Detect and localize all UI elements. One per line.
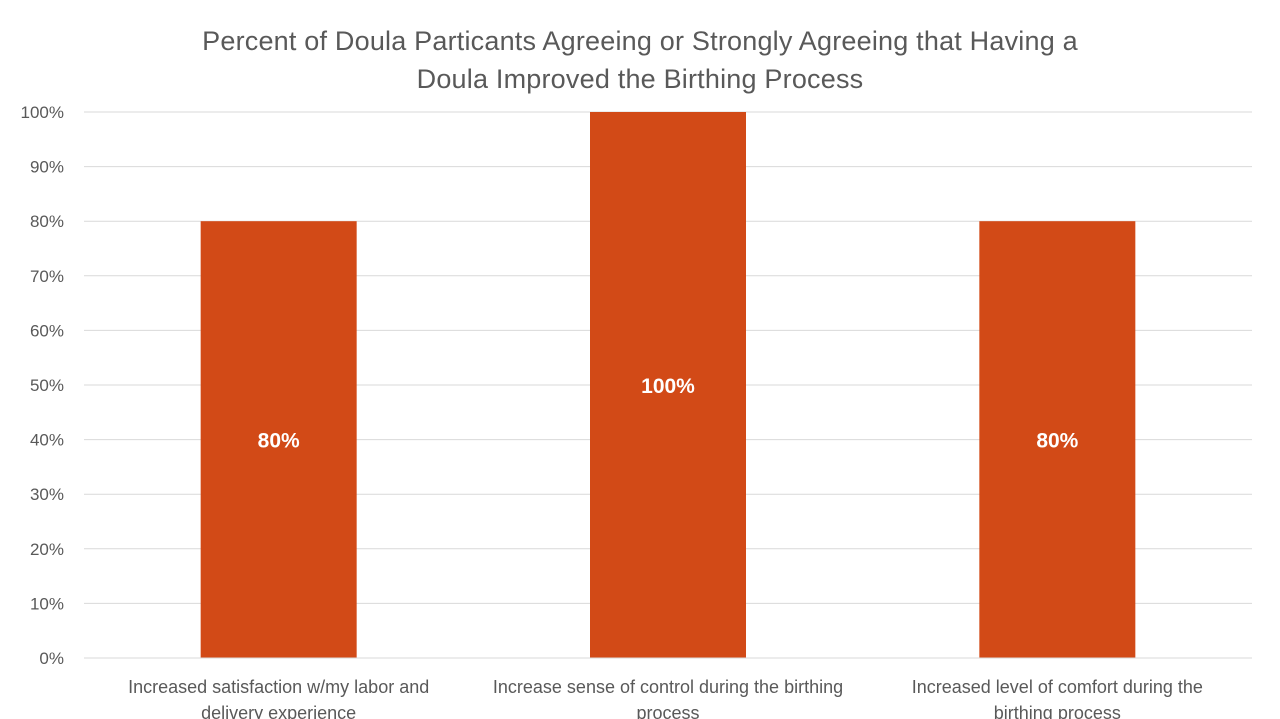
data-label: 80% xyxy=(258,430,300,453)
x-category-label: Increased satisfaction w/my labor and xyxy=(128,677,429,697)
data-label: 100% xyxy=(641,375,695,398)
bar xyxy=(590,112,746,658)
y-tick-label: 10% xyxy=(30,594,64,613)
data-label: 80% xyxy=(1036,430,1078,453)
x-category-label: delivery experience xyxy=(201,703,356,719)
y-tick-label: 80% xyxy=(30,212,64,231)
bar xyxy=(200,221,357,658)
x-category-label: birthing process xyxy=(994,703,1121,719)
x-category-label: process xyxy=(636,703,699,719)
y-tick-label: 30% xyxy=(30,485,64,504)
bar xyxy=(979,221,1136,658)
chart-title-line-2: Doula Improved the Birthing Process xyxy=(416,64,864,94)
y-tick-label: 90% xyxy=(30,158,64,177)
y-tick-label: 0% xyxy=(39,649,64,668)
y-tick-label: 60% xyxy=(30,321,64,340)
y-tick-label: 40% xyxy=(30,431,64,450)
y-tick-label: 70% xyxy=(30,267,64,286)
y-tick-label: 100% xyxy=(21,103,64,122)
x-category-label: Increased level of comfort during the xyxy=(912,677,1203,697)
x-category-label: Increase sense of control during the bir… xyxy=(493,677,843,697)
y-tick-label: 20% xyxy=(30,540,64,559)
chart-title-line-1: Percent of Doula Particants Agreeing or … xyxy=(202,26,1078,56)
y-tick-label: 50% xyxy=(30,376,64,395)
